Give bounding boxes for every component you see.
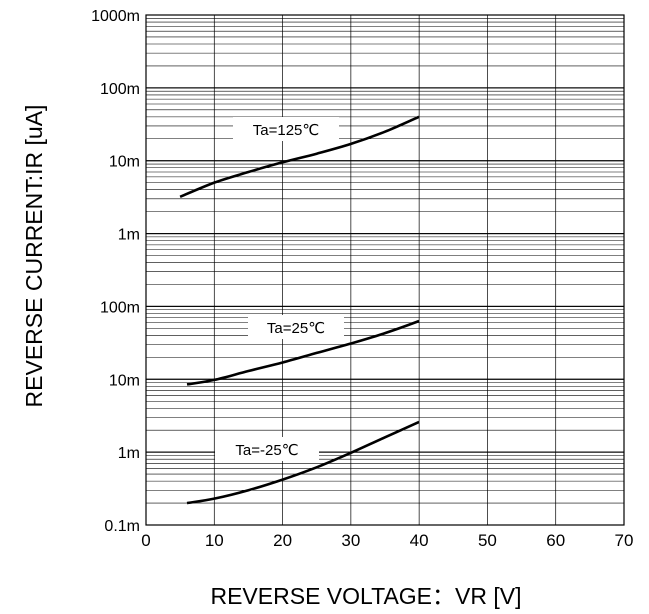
y-tick-label: 1000m [91, 8, 140, 25]
curve-series-0 [179, 115, 420, 198]
y-tick-label: 1m [118, 445, 140, 462]
x-tick-label: 40 [410, 531, 429, 550]
curves [179, 115, 420, 505]
curve-labels: Ta=125℃ Ta=25℃ Ta=-25℃ [215, 117, 344, 461]
y-tick-label: 100m [100, 81, 140, 98]
y-tick-label: 1m [118, 227, 140, 244]
curve-label: Ta=25℃ [267, 320, 325, 337]
curve-label: Ta=125℃ [253, 122, 319, 139]
y-tick-label: 100m [100, 299, 140, 316]
y-tick-label: 10m [109, 154, 140, 171]
x-tick-label: 10 [205, 531, 224, 550]
x-axis-title: REVERSE VOLTAGE：VR [V] [210, 583, 521, 609]
y-tick-labels: 0.1m 1m 10m 100m 1m 10m 100m 1000m [91, 8, 140, 535]
x-tick-label: 0 [141, 531, 150, 550]
plot-frame [145, 14, 625, 526]
curve-series-1 [186, 319, 420, 386]
x-tick-label: 30 [341, 531, 360, 550]
grid [146, 14, 624, 526]
curve-label-background [215, 437, 319, 461]
x-tick-label: 60 [546, 531, 565, 550]
curve-label-background [233, 117, 339, 141]
y-axis-title: REVERSE CURRENT:IR [uA] [21, 105, 47, 408]
x-tick-label: 70 [615, 531, 634, 550]
curve-label-background [248, 315, 344, 339]
curve-series-2 [186, 420, 420, 505]
y-tick-label: 10m [109, 372, 140, 389]
curve-label: Ta=-25℃ [235, 442, 298, 459]
x-tick-labels: 0 10 20 30 40 50 60 70 [141, 531, 633, 550]
x-tick-label: 20 [273, 531, 292, 550]
x-tick-label: 50 [478, 531, 497, 550]
y-tick-label: 0.1m [104, 518, 140, 535]
